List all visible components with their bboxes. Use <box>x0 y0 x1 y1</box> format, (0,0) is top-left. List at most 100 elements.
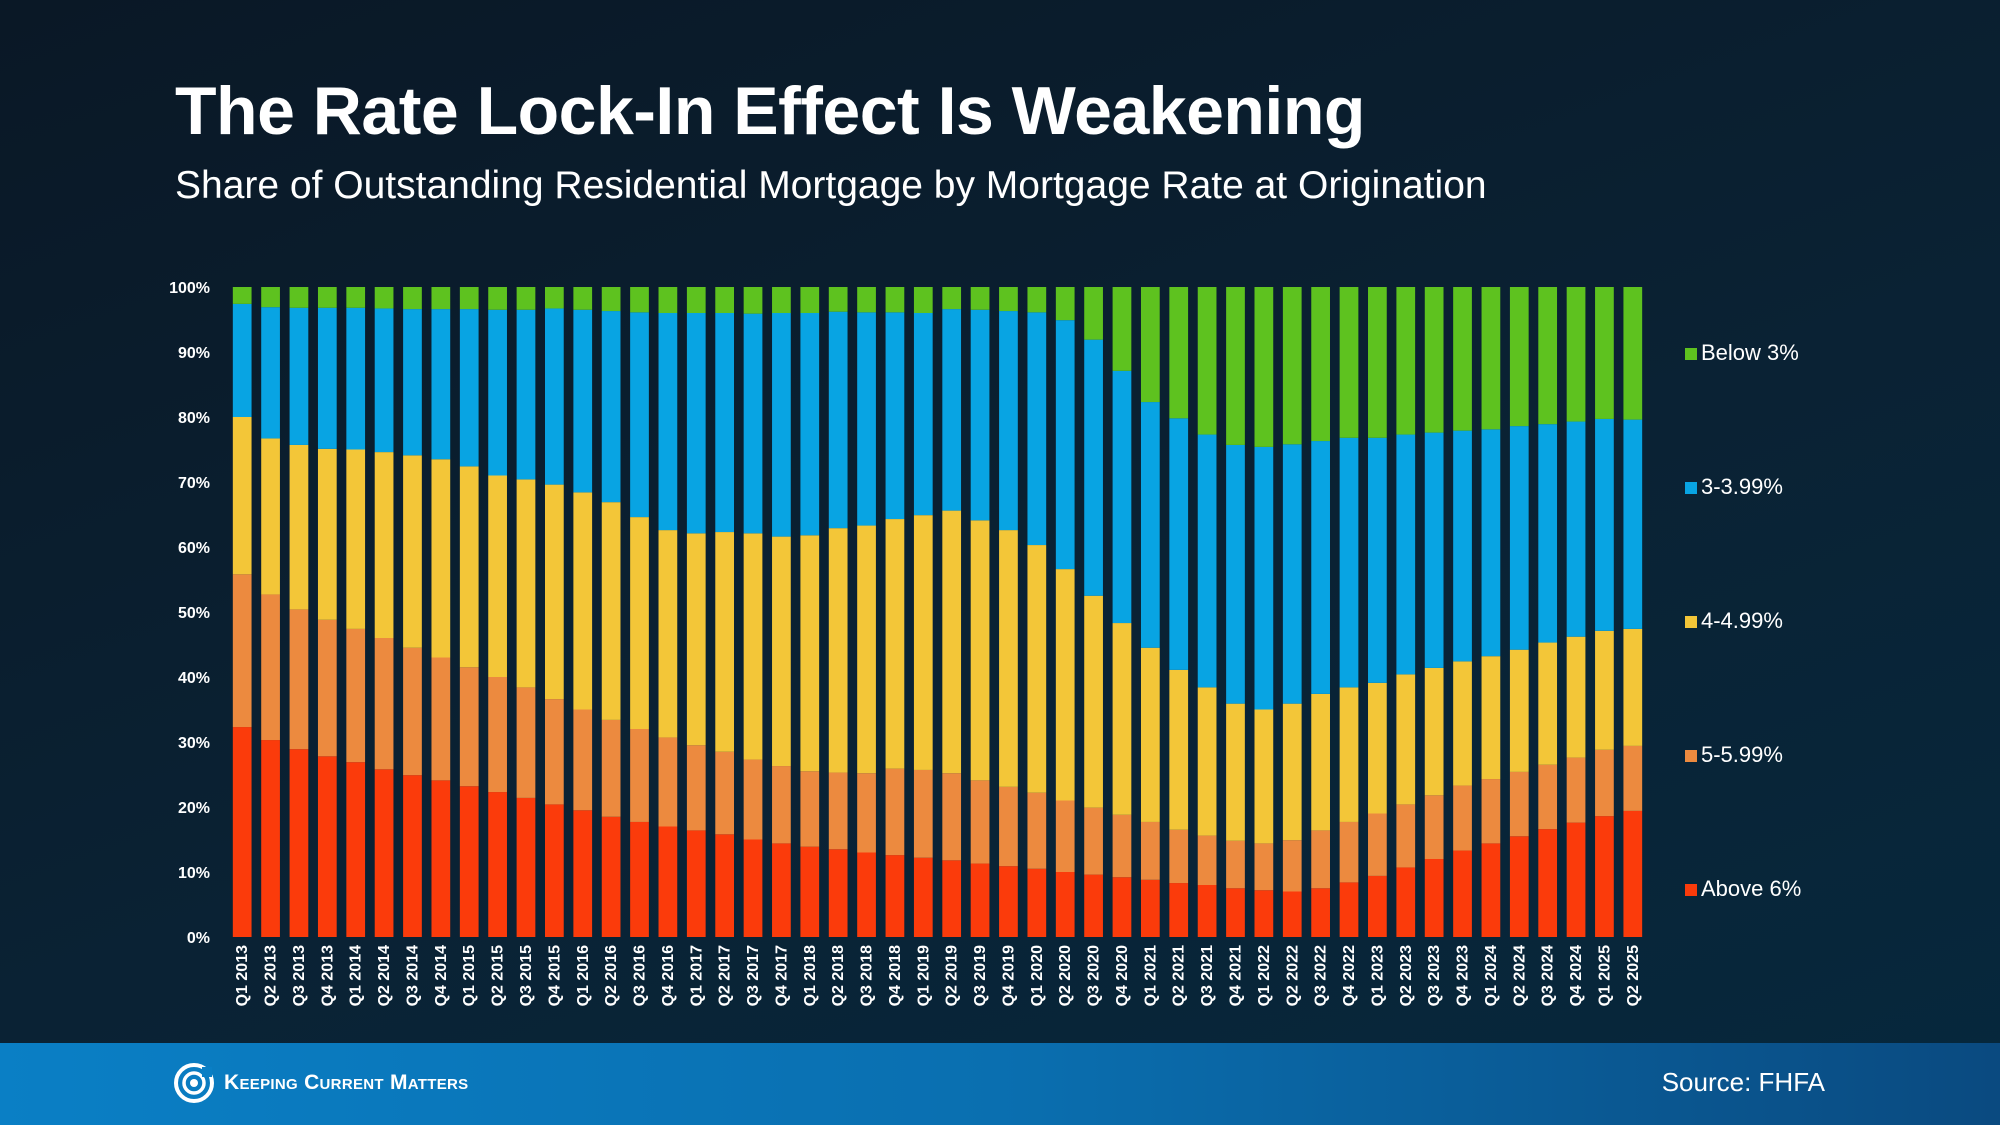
bar-segment-4-4-99[interactable] <box>970 520 990 781</box>
bar-segment-3-3-99[interactable] <box>232 303 252 417</box>
bar-segment-below-3[interactable] <box>601 287 621 312</box>
bar-segment-above-6[interactable] <box>346 762 366 937</box>
bar-segment-5-5-99[interactable] <box>1566 757 1586 823</box>
bar-segment-above-6[interactable] <box>1140 879 1160 937</box>
bar-segment-3-3-99[interactable] <box>1055 320 1075 570</box>
bar-segment-4-4-99[interactable] <box>346 449 366 629</box>
bar-segment-above-6[interactable] <box>1623 810 1643 937</box>
legend-item-5-5-99[interactable]: 5-5.99% <box>1685 742 1783 767</box>
brand-logo[interactable]: Keeping Current Matters <box>174 1063 468 1103</box>
bar-segment-3-3-99[interactable] <box>743 313 763 534</box>
bar-segment-5-5-99[interactable] <box>913 769 933 858</box>
bar-segment-5-5-99[interactable] <box>686 745 706 831</box>
bar-segment-5-5-99[interactable] <box>1453 785 1472 851</box>
bar-segment-4-4-99[interactable] <box>1368 682 1387 814</box>
bar-segment-below-3[interactable] <box>1055 287 1075 321</box>
bar-segment-5-5-99[interactable] <box>1623 745 1643 811</box>
bar-segment-below-3[interactable] <box>1197 287 1217 435</box>
bar-segment-below-3[interactable] <box>431 287 451 310</box>
bar-segment-3-3-99[interactable] <box>1084 339 1103 596</box>
bar-segment-4-4-99[interactable] <box>488 475 507 678</box>
bar-segment-4-4-99[interactable] <box>1112 623 1132 815</box>
bar-segment-below-3[interactable] <box>459 287 479 310</box>
bar-segment-3-3-99[interactable] <box>1112 370 1132 624</box>
bar-segment-above-6[interactable] <box>1282 891 1302 938</box>
bar-segment-above-6[interactable] <box>1453 850 1472 937</box>
bar-segment-5-5-99[interactable] <box>772 766 791 844</box>
bar-segment-4-4-99[interactable] <box>686 533 706 746</box>
bar-segment-above-6[interactable] <box>942 860 962 937</box>
bar-segment-3-3-99[interactable] <box>573 309 593 493</box>
bar-segment-3-3-99[interactable] <box>1311 441 1330 694</box>
bar-segment-5-5-99[interactable] <box>1197 835 1217 885</box>
bar-segment-5-5-99[interactable] <box>1226 840 1245 889</box>
bar-segment-4-4-99[interactable] <box>913 515 933 770</box>
bar-segment-below-3[interactable] <box>800 287 820 313</box>
bar-segment-5-5-99[interactable] <box>317 619 337 757</box>
bar-segment-below-3[interactable] <box>346 287 366 308</box>
bar-segment-below-3[interactable] <box>1453 287 1472 431</box>
bar-segment-5-5-99[interactable] <box>431 657 451 781</box>
bar-segment-3-3-99[interactable] <box>317 307 337 449</box>
bar-segment-4-4-99[interactable] <box>1481 656 1501 780</box>
bar-segment-above-6[interactable] <box>913 857 933 937</box>
bar-segment-above-6[interactable] <box>1538 829 1558 937</box>
bar-segment-above-6[interactable] <box>857 852 876 938</box>
bar-segment-4-4-99[interactable] <box>828 528 848 773</box>
bar-segment-below-3[interactable] <box>772 287 791 313</box>
bar-segment-3-3-99[interactable] <box>1140 402 1160 648</box>
bar-segment-above-6[interactable] <box>1481 843 1501 937</box>
bar-segment-4-4-99[interactable] <box>1424 667 1444 796</box>
bar-segment-below-3[interactable] <box>1566 287 1586 422</box>
bar-segment-4-4-99[interactable] <box>1140 647 1160 822</box>
bar-segment-above-6[interactable] <box>1112 877 1132 937</box>
bar-segment-3-3-99[interactable] <box>374 308 394 453</box>
bar-segment-below-3[interactable] <box>573 287 593 310</box>
bar-segment-above-6[interactable] <box>1509 836 1529 937</box>
bar-segment-5-5-99[interactable] <box>374 638 394 770</box>
bar-segment-below-3[interactable] <box>1282 287 1302 445</box>
bar-segment-5-5-99[interactable] <box>459 667 479 787</box>
bar-segment-3-3-99[interactable] <box>828 311 848 529</box>
bar-segment-above-6[interactable] <box>459 786 479 937</box>
bar-segment-above-6[interactable] <box>261 740 280 937</box>
bar-segment-3-3-99[interactable] <box>1509 426 1529 650</box>
bar-segment-above-6[interactable] <box>1339 882 1359 937</box>
bar-segment-below-3[interactable] <box>374 287 394 309</box>
bar-segment-4-4-99[interactable] <box>1339 687 1359 822</box>
bar-segment-4-4-99[interactable] <box>1311 693 1330 831</box>
bar-segment-above-6[interactable] <box>1254 890 1274 937</box>
bar-segment-3-3-99[interactable] <box>1623 419 1643 629</box>
bar-segment-4-4-99[interactable] <box>942 510 962 774</box>
bar-segment-5-5-99[interactable] <box>1055 800 1075 873</box>
legend-item-4-4-99[interactable]: 4-4.99% <box>1685 608 1783 633</box>
bar-segment-4-4-99[interactable] <box>1226 703 1245 841</box>
bar-segment-4-4-99[interactable] <box>545 484 564 700</box>
bar-segment-3-3-99[interactable] <box>630 312 649 518</box>
bar-segment-3-3-99[interactable] <box>970 309 990 521</box>
bar-segment-below-3[interactable] <box>1481 287 1501 430</box>
bar-segment-below-3[interactable] <box>630 287 649 313</box>
bar-segment-3-3-99[interactable] <box>488 309 507 476</box>
bar-segment-5-5-99[interactable] <box>232 574 252 728</box>
bar-segment-above-6[interactable] <box>1226 888 1245 937</box>
bar-segment-above-6[interactable] <box>431 780 451 937</box>
bar-segment-5-5-99[interactable] <box>1481 779 1501 844</box>
bar-segment-above-6[interactable] <box>1368 875 1387 937</box>
bar-segment-4-4-99[interactable] <box>772 536 791 767</box>
bar-segment-4-4-99[interactable] <box>1254 709 1274 844</box>
bar-segment-5-5-99[interactable] <box>1339 821 1359 883</box>
bar-segment-4-4-99[interactable] <box>1566 636 1586 758</box>
bar-segment-below-3[interactable] <box>1339 287 1359 438</box>
bar-segment-5-5-99[interactable] <box>346 628 366 763</box>
bar-segment-above-6[interactable] <box>715 834 735 937</box>
bar-segment-above-6[interactable] <box>743 839 763 938</box>
bar-segment-below-3[interactable] <box>545 287 564 309</box>
bar-segment-4-4-99[interactable] <box>516 479 536 688</box>
bar-segment-above-6[interactable] <box>772 843 791 937</box>
bar-segment-5-5-99[interactable] <box>289 609 309 750</box>
bar-segment-5-5-99[interactable] <box>1538 764 1558 830</box>
bar-segment-above-6[interactable] <box>1595 816 1614 937</box>
bar-segment-3-3-99[interactable] <box>857 312 876 526</box>
bar-segment-4-4-99[interactable] <box>1169 669 1189 830</box>
